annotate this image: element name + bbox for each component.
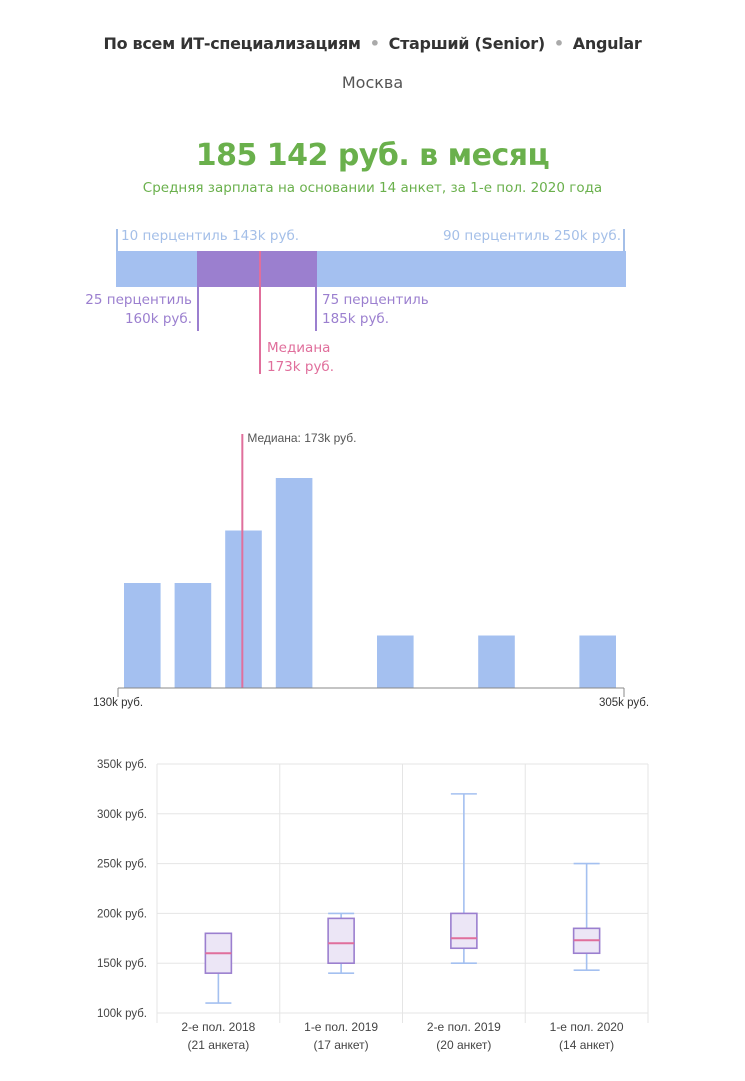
boxplot-x-sublabel: (14 анкет) (559, 1038, 614, 1052)
histogram-bar (225, 530, 262, 688)
p25-label-value: 160k руб. (124, 311, 192, 327)
histogram-median-label: Медиана: 173k руб. (247, 431, 356, 445)
p90-label: 90 перцентиль 250k руб. (442, 228, 621, 244)
p25-label: 25 перцентиль 160k руб. (85, 291, 192, 329)
boxplot-x-sublabel: (17 анкет) (314, 1038, 369, 1052)
boxplot-x-label: 2-е пол. 2018 (181, 1020, 255, 1034)
crumb-technology[interactable]: Angular (572, 34, 642, 53)
histogram-bar (377, 635, 414, 688)
p10-label: 10 перцентиль 143k руб. (121, 228, 300, 244)
average-salary-subline: Средняя зарплата на основании 14 анкет, … (142, 180, 603, 196)
p90-tick (623, 229, 625, 251)
boxplot-x-label: 1-е пол. 2020 (550, 1020, 624, 1034)
histogram-bar (124, 583, 161, 688)
p25-tick (197, 287, 199, 331)
histogram-bar (579, 635, 616, 688)
crumb-specialization[interactable]: По всем ИТ-специализациям (103, 34, 361, 53)
p75-label: 75 перцентиль 185k руб. (322, 291, 429, 329)
boxplot-x-label: 1-е пол. 2019 (304, 1020, 378, 1034)
histogram-bar (275, 478, 313, 688)
boxplot-y-tick-label: 200k руб. (97, 908, 147, 920)
breadcrumb: По всем ИТ-специализациям • Старший (Senio… (0, 34, 745, 53)
median-label-value: 173k руб. (267, 359, 335, 375)
boxplot-y-tick-label: 150k руб. (97, 958, 147, 970)
city-label[interactable]: Москва (341, 73, 404, 92)
median-label-title: Медиана (267, 340, 331, 356)
salary-histogram: Медиана: 173k руб. 130k руб. 305k руб. (93, 431, 649, 709)
average-salary-headline: 185 142 руб. в месяц (195, 138, 550, 173)
histogram-bar (478, 635, 515, 688)
boxplot-y-tick-label: 250k руб. (97, 859, 147, 871)
p75-label-title: 75 перцентиль (322, 292, 429, 308)
boxplot-x-label: 2-е пол. 2019 (427, 1020, 501, 1034)
boxplot-y-tick-label: 350k руб. (97, 759, 147, 771)
histogram-bar (174, 583, 212, 688)
histogram-x-tick-label: 305k руб. (599, 697, 649, 709)
crumb-separator: • (553, 34, 564, 53)
histogram-x-tick-label: 130k руб. (93, 697, 143, 709)
p75-label-value: 185k руб. (322, 311, 390, 327)
boxplot-x-sublabel: (20 анкет) (436, 1038, 491, 1052)
p25-label-title: 25 перцентиль (85, 292, 192, 308)
p75-tick (315, 287, 317, 331)
boxplot-box (327, 917, 355, 965)
median-label: Медиана 173k руб. (267, 339, 334, 377)
boxplot-y-tick-label: 300k руб. (97, 809, 147, 821)
boxplot-y-tick-label: 100k руб. (97, 1008, 147, 1020)
salary-boxplot: 100k руб. 150k руб. 200k руб. 250k руб. 300k… (97, 759, 649, 1052)
boxplot-box (450, 912, 478, 950)
iqr-bar (197, 251, 317, 287)
range-bar (116, 251, 626, 287)
p10-tick (116, 229, 118, 251)
median-tick (259, 251, 261, 374)
crumb-separator: • (369, 34, 380, 53)
boxplot-x-sublabel: (21 анкета) (188, 1038, 250, 1052)
crumb-level[interactable]: Старший (Senior) (388, 34, 546, 53)
